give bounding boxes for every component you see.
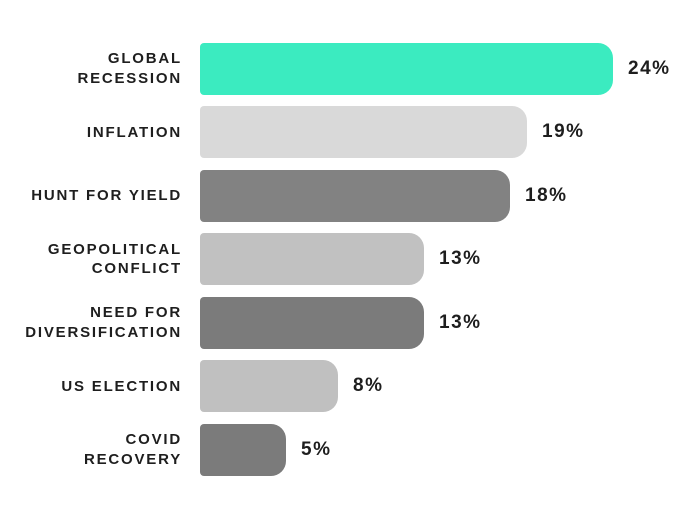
category-label: INFLATION bbox=[0, 123, 182, 143]
value-label: 13% bbox=[439, 311, 482, 333]
bar-area: 8% bbox=[200, 355, 383, 419]
category-label-line: INFLATION bbox=[86, 123, 182, 141]
chart-row: HUNT FOR YIELD 18% bbox=[0, 164, 699, 228]
chart-row: COVID RECOVERY 5% bbox=[0, 418, 699, 482]
value-label: 5% bbox=[301, 438, 332, 460]
value-label: 8% bbox=[353, 375, 384, 397]
category-label-line: GLOBAL bbox=[107, 50, 182, 68]
bar-area: 13% bbox=[200, 228, 482, 292]
category-label: GLOBAL RECESSION bbox=[0, 49, 182, 88]
bar bbox=[200, 423, 286, 476]
value-label: 24% bbox=[628, 57, 671, 79]
category-label-line: GEOPOLITICAL bbox=[47, 240, 182, 258]
category-label: GEOPOLITICAL CONFLICT bbox=[0, 240, 182, 279]
category-label-line: COVID bbox=[125, 431, 182, 449]
category-label-line: NEED FOR bbox=[90, 304, 182, 322]
bar-area: 5% bbox=[200, 418, 331, 482]
bar bbox=[200, 233, 424, 286]
chart-row: NEED FOR DIVERSIFICATION 13% bbox=[0, 291, 699, 355]
value-label: 19% bbox=[542, 121, 585, 143]
bar-area: 18% bbox=[200, 164, 568, 228]
value-label: 18% bbox=[525, 184, 568, 206]
bar bbox=[200, 42, 613, 95]
category-label: NEED FOR DIVERSIFICATION bbox=[0, 303, 182, 342]
chart-row: GLOBAL RECESSION 24% bbox=[0, 37, 699, 101]
chart-row: US ELECTION 8% bbox=[0, 355, 699, 419]
bar bbox=[200, 169, 510, 222]
category-label: COVID RECOVERY bbox=[0, 430, 182, 469]
category-label-line: CONFLICT bbox=[91, 260, 182, 278]
chart-row: GEOPOLITICAL CONFLICT 13% bbox=[0, 228, 699, 292]
category-label-line: HUNT FOR YIELD bbox=[31, 187, 182, 204]
chart-row: INFLATION 19% bbox=[0, 101, 699, 165]
bar-area: 24% bbox=[200, 37, 671, 101]
bar-area: 19% bbox=[200, 101, 585, 165]
category-label-line: DIVERSIFICATION bbox=[25, 323, 182, 341]
category-label-line: US ELECTION bbox=[61, 377, 182, 395]
value-label: 13% bbox=[439, 248, 482, 270]
bar-area: 13% bbox=[200, 291, 482, 355]
category-label-line: RECOVERY bbox=[83, 450, 182, 468]
bar bbox=[200, 296, 424, 349]
bar bbox=[200, 360, 338, 413]
category-label: US ELECTION bbox=[0, 377, 182, 397]
bar bbox=[200, 106, 527, 159]
category-label: HUNT FOR YIELD bbox=[0, 186, 182, 206]
category-label-line: RECESSION bbox=[77, 69, 182, 87]
